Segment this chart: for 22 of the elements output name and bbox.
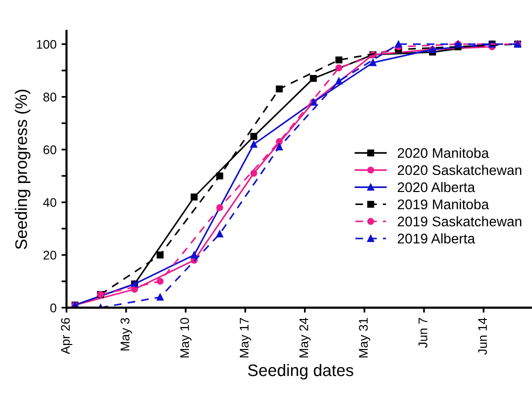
x-tick-label: May 3 — [120, 318, 132, 350]
x-axis-title: Seeding dates — [248, 364, 354, 380]
legend-label: 2020 Alberta — [398, 182, 476, 192]
y-tick-label: 0 — [50, 303, 56, 312]
y-tick-label: 20 — [44, 250, 56, 260]
legend-label: 2019 Alberta — [398, 233, 476, 244]
x-tick-label: May 17 — [240, 318, 252, 358]
x-tick-label: May 31 — [358, 318, 370, 358]
x-tick-label: May 24 — [299, 318, 311, 358]
y-axis-title: Seeding progress (%) — [14, 90, 30, 250]
x-tick-label: Jun 14 — [478, 318, 487, 355]
legend-label: 2020 Saskatchewan — [398, 164, 522, 176]
y-tick-label: 40 — [43, 198, 56, 207]
x-tick-label: Jun 7 — [418, 318, 428, 348]
y-tick-label: 100 — [36, 40, 56, 49]
x-tick-label: Apr 26 — [61, 318, 72, 354]
y-tick-label: 60 — [44, 145, 56, 154]
legend-label: 2020 Manitoba — [398, 148, 489, 158]
y-tick-label: 80 — [43, 92, 56, 102]
legend-label: 2019 Saskatchewan — [398, 216, 522, 226]
x-tick-label: May 10 — [180, 318, 192, 358]
legend-label: 2019 Manitoba — [398, 199, 489, 210]
